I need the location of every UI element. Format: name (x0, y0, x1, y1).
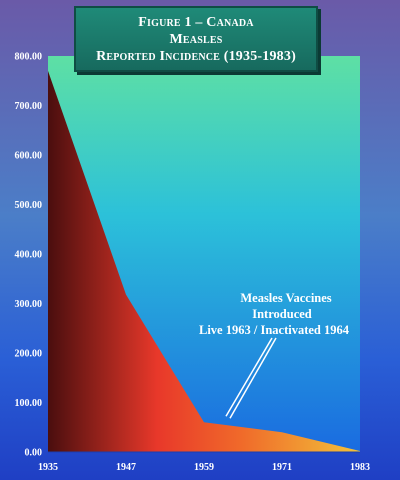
annotation-arrow (225, 337, 277, 419)
annotation-line-2: Introduced (252, 307, 312, 321)
y-tick-label: 800.00 (15, 52, 43, 63)
annotation-line-3: Live 1963 / Inactivated 1964 (199, 323, 350, 337)
incidence-area (48, 70, 360, 452)
annotation-line-1: Measles Vaccines (240, 291, 331, 305)
y-tick-label: 700.00 (15, 101, 43, 112)
y-tick-label: 600.00 (15, 151, 43, 162)
x-tick-labels: 1935 1947 1959 1971 1983 (38, 462, 370, 473)
x-tick-label: 1983 (350, 462, 370, 473)
y-tick-label: 200.00 (15, 349, 43, 360)
annotation-text: Measles Vaccines Introduced Live 1963 / … (199, 291, 350, 337)
title-line-3: Reported Incidence (1935-1983) (96, 48, 296, 64)
x-tick-label: 1971 (272, 462, 292, 473)
title-line-2: Measles (169, 31, 223, 47)
title-line-1: Figure 1 – Canada (138, 14, 254, 30)
y-tick-label: 400.00 (15, 250, 43, 261)
x-tick-label: 1947 (116, 462, 136, 473)
y-tick-label: 300.00 (15, 299, 43, 310)
chart-title-box: Figure 1 – Canada Measles Reported Incid… (74, 6, 318, 72)
x-tick-label: 1935 (38, 462, 58, 473)
y-tick-label: 0.00 (25, 448, 43, 459)
y-tick-labels: 0.00 100.00 200.00 300.00 400.00 500.00 600.00… (15, 52, 43, 459)
y-tick-label: 500.00 (15, 200, 43, 211)
x-tick-label: 1959 (194, 462, 214, 473)
y-tick-label: 100.00 (15, 398, 43, 409)
